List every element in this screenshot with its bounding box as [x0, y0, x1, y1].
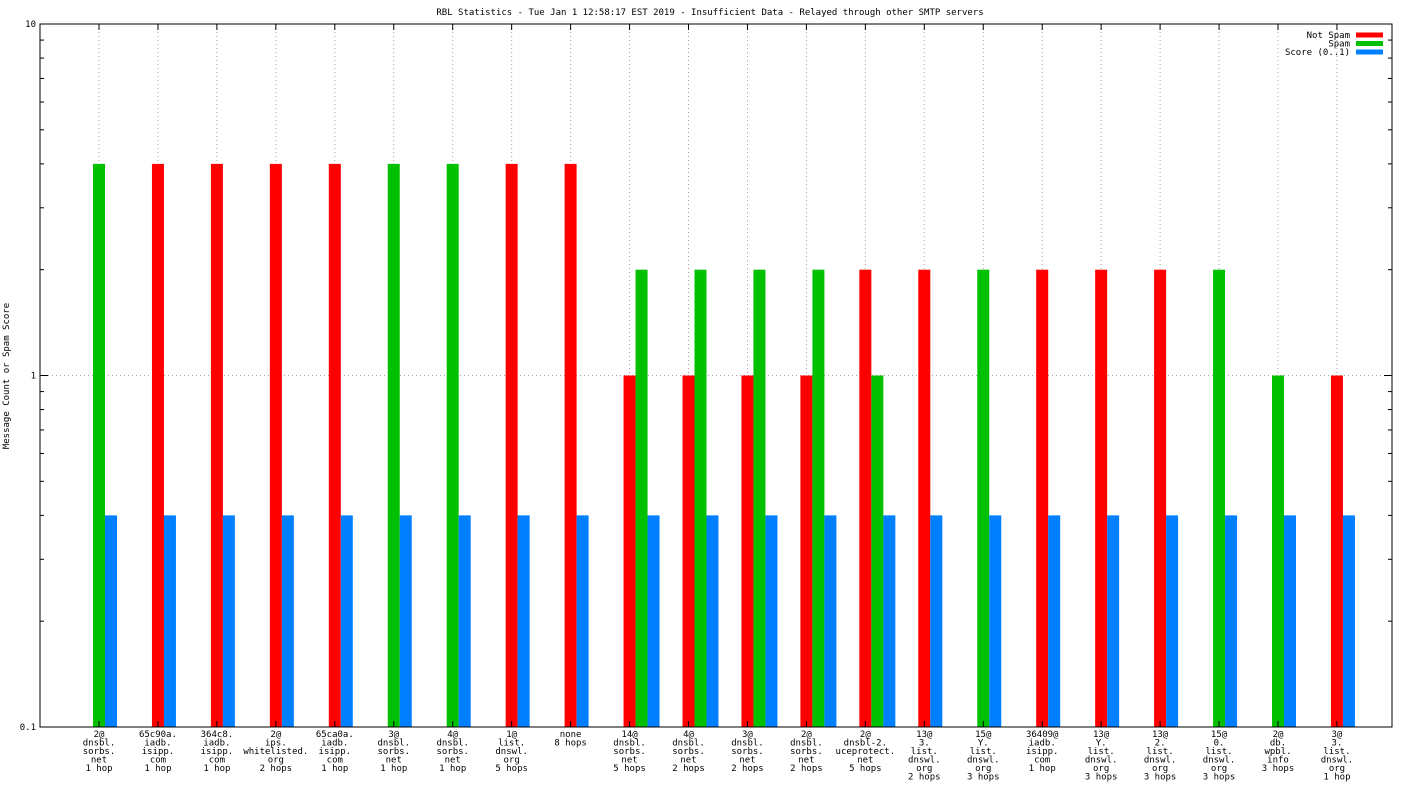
bar-score-0-1 — [930, 515, 943, 727]
bar-score-0-1 — [517, 515, 530, 727]
bar-score-0-1 — [576, 515, 589, 727]
x-tick-label: none 8 hops — [554, 730, 587, 749]
x-tick-label: 2@ dnsbl-2. uceprotect. net 5 hops — [836, 730, 896, 774]
bar-score-0-1 — [1107, 515, 1120, 727]
bar-score-0-1 — [163, 515, 176, 727]
x-tick-label: 2@ ips. whitelisted. org 2 hops — [243, 730, 308, 774]
bar-spam — [812, 269, 825, 727]
bar-score-0-1 — [340, 515, 353, 727]
bar-score-0-1 — [1048, 515, 1061, 727]
bars-layer — [93, 163, 1355, 727]
bar-score-0-1 — [1225, 515, 1238, 727]
bar-not-spam — [682, 375, 695, 727]
x-tick-label: 364c8. iadb. isipp. com 1 hop — [201, 730, 234, 774]
x-tick-label: 65ca0a. iadb. isipp. com 1 hop — [316, 730, 354, 774]
bar-score-0-1 — [989, 515, 1002, 727]
x-tick-label: 4@ dnsbl. sorbs. net 2 hops — [672, 730, 705, 774]
bar-score-0-1 — [399, 515, 412, 727]
y-tick-label: 0.1 — [20, 723, 36, 733]
bar-not-spam — [859, 269, 872, 727]
ticks-layer: 10 1 0.1 — [20, 20, 1392, 733]
x-tick-label: 13@ Y. list. dnswl. org 3 hops — [1085, 730, 1118, 783]
grid-layer — [40, 24, 1392, 727]
bar-not-spam — [269, 163, 282, 727]
bar-spam — [977, 269, 990, 727]
legend-swatch — [1356, 41, 1383, 46]
bar-not-spam — [328, 163, 341, 727]
bar-not-spam — [1330, 375, 1343, 727]
bar-spam — [694, 269, 707, 727]
legend-label: Not Spam — [1307, 31, 1350, 41]
bar-score-0-1 — [458, 515, 471, 727]
y-tick-label: 1 — [31, 372, 36, 382]
bar-spam — [871, 375, 884, 727]
bar-not-spam — [1095, 269, 1108, 727]
x-tick-label: 3@ 3. list. dnswl. org 1 hop — [1321, 730, 1354, 783]
bar-not-spam — [564, 163, 577, 727]
bar-not-spam — [210, 163, 223, 727]
bar-score-0-1 — [222, 515, 235, 727]
x-tick-label: 65c90a. iadb. isipp. com 1 hop — [139, 730, 177, 774]
bar-score-0-1 — [765, 515, 778, 727]
bar-spam — [753, 269, 766, 727]
bar-score-0-1 — [824, 515, 837, 727]
legend-swatch — [1356, 49, 1383, 55]
x-tick-label: 2@ dnsbl. sorbs. net 1 hop — [83, 730, 116, 774]
x-tick-label: 2@ dnsbl. sorbs. net 2 hops — [790, 730, 823, 774]
x-tick-label: 3@ dnsbl. sorbs. net 2 hops — [731, 730, 764, 774]
legend-swatch — [1356, 32, 1383, 38]
legend-label: Spam — [1328, 40, 1350, 50]
bar-score-0-1 — [647, 515, 660, 727]
x-tick-label: 1@ list. dnswl. org 5 hops — [495, 730, 528, 774]
bar-score-0-1 — [1284, 515, 1296, 727]
bar-spam — [446, 163, 459, 727]
bar-not-spam — [151, 163, 164, 727]
bar-not-spam — [918, 269, 931, 727]
x-tick-label: 13@ 2. list. dnswl. org 3 hops — [1144, 730, 1177, 783]
bar-spam — [93, 163, 105, 727]
bar-not-spam — [800, 375, 813, 727]
y-tick-label: 10 — [25, 20, 36, 30]
x-tick-label: 15@ Y. list. dnswl. org 3 hops — [967, 730, 1000, 783]
bar-not-spam — [741, 375, 754, 727]
x-tick-label: 4@ dnsbl. sorbs. net 1 hop — [436, 730, 469, 774]
bar-score-0-1 — [1166, 515, 1179, 727]
bar-spam — [1272, 375, 1284, 727]
x-tick-label: 3@ dnsbl. sorbs. net 1 hop — [377, 730, 410, 774]
bar-spam — [1213, 269, 1226, 727]
bar-score-0-1 — [1342, 515, 1355, 727]
x-tick-label: 14@ dnsbl. sorbs. net 5 hops — [613, 730, 646, 774]
bar-spam — [387, 163, 400, 727]
bar-not-spam — [1036, 269, 1049, 727]
bar-not-spam — [1154, 269, 1167, 727]
chart-title: RBL Statistics - Tue Jan 1 12:58:17 EST … — [436, 8, 983, 18]
x-tick-label: 2@ db. wpbl. info 3 hops — [1262, 730, 1295, 774]
bar-not-spam — [505, 163, 518, 727]
bar-not-spam — [623, 375, 636, 727]
bar-score-0-1 — [706, 515, 719, 727]
x-tick-label: 36409@ iadb. isipp. com 1 hop — [1026, 730, 1059, 774]
y-axis-label: Message Count or Spam Score — [2, 303, 12, 449]
x-tick-label: 13@ 3. list. dnswl. org 2 hops — [908, 730, 941, 783]
legend-label: Score (0..1) — [1285, 48, 1350, 58]
bar-score-0-1 — [883, 515, 896, 727]
x-tick-label: 15@ 0. list. dnswl. org 3 hops — [1203, 730, 1236, 783]
bar-score-0-1 — [105, 515, 117, 727]
bar-spam — [635, 269, 648, 727]
x-tick-labels: 2@ dnsbl. sorbs. net 1 hop 65c90a. iadb. isipp.… — [83, 730, 1353, 783]
bar-score-0-1 — [281, 515, 294, 727]
